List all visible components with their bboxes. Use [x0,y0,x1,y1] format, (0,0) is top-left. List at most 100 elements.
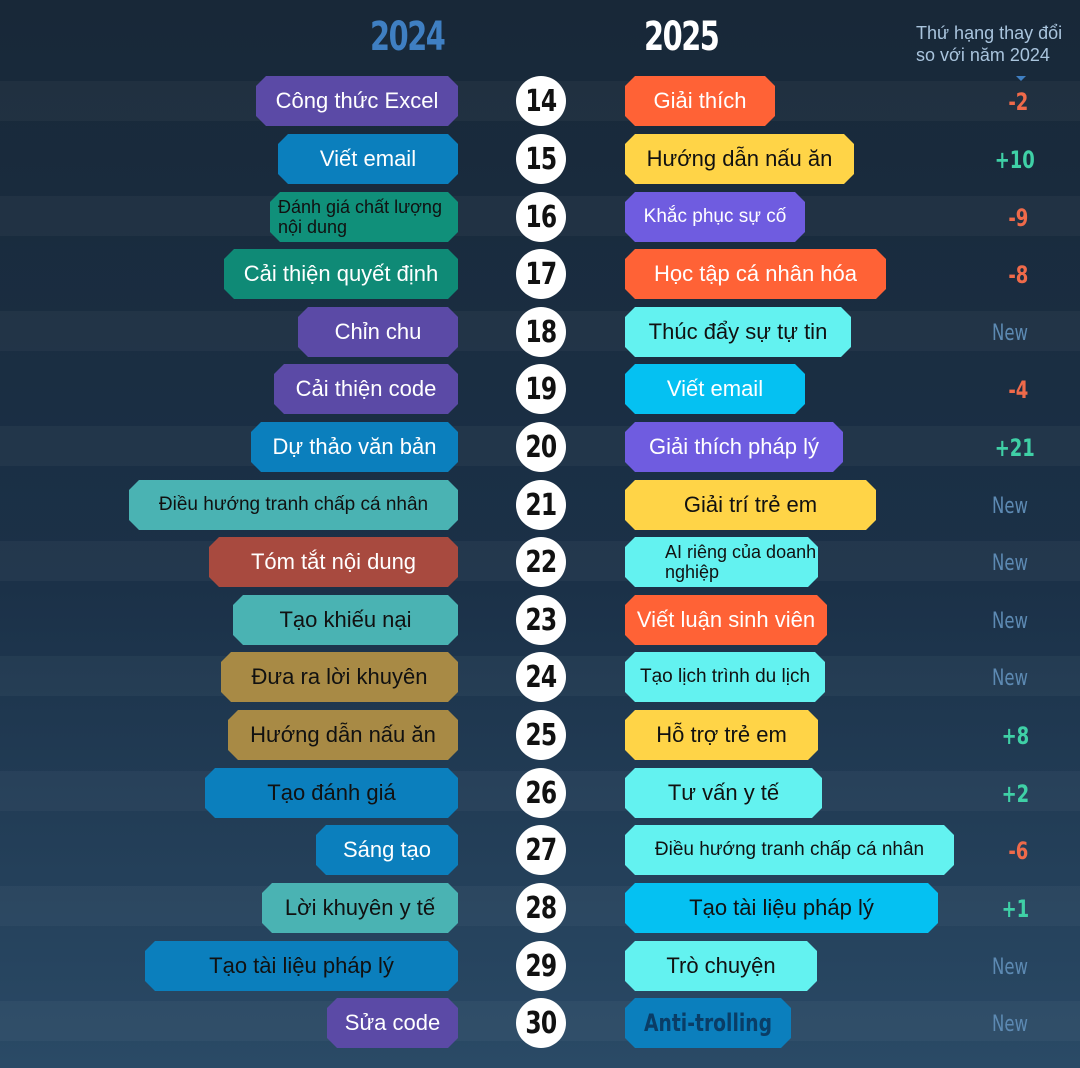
rank-change-value: +1 [1001,895,1029,923]
right-item-17: Học tập cá nhân hóa [625,249,886,299]
rank-number: 30 [525,1005,557,1041]
left-item-17: Cải thiện quyết định [224,249,458,299]
rank-change-value: +8 [1001,722,1029,750]
rank-change-value: +21 [994,434,1036,462]
rank-change-value: New [992,494,1028,519]
right-item-19: Viết email [625,364,805,414]
left-item-30: Sửa code [327,998,458,1048]
header-year-2024: 2024 [370,14,446,60]
rank-badge-17: 17 [516,249,566,299]
right-item-16: Khắc phục sự cố [625,192,805,242]
right-item-27: Điều hướng tranh chấp cá nhân [625,825,954,875]
rank-change-value: -9 [1007,204,1028,232]
left-item-29: Tạo tài liệu pháp lý [145,941,458,991]
header-rank-change: Thứ hạng thay đổi so với năm 2024 [916,22,1080,66]
rank-number: 19 [525,371,557,407]
rank-number: 18 [525,314,557,350]
left-item-18: Chỉn chu [298,307,458,357]
rank-change-value: New [992,609,1028,634]
left-item-28: Lời khuyên y tế [262,883,458,933]
rank-change-value: -4 [1007,376,1028,404]
rank-change-value: -6 [1007,837,1028,865]
rank-change-28: +1 [985,895,1045,923]
left-item-14: Công thức Excel [256,76,458,126]
rank-badge-23: 23 [516,595,566,645]
rank-badge-14: 14 [516,76,566,126]
rank-change-25: +8 [985,722,1045,750]
left-item-19: Cải thiện code [274,364,458,414]
rank-number: 21 [525,487,557,523]
header-year-2025: 2025 [644,14,720,60]
right-item-15: Hướng dẫn nấu ăn [625,134,854,184]
left-item-16: Đánh giá chất lượng nội dung [270,192,458,242]
rank-badge-29: 29 [516,941,566,991]
rank-badge-22: 22 [516,537,566,587]
rank-number: 16 [525,199,557,235]
rank-change-23: New [980,609,1040,634]
rank-badge-26: 26 [516,768,566,818]
rank-change-19: -4 [988,376,1048,404]
rank-change-17: -8 [988,261,1048,289]
header-rank-change-line2: so với năm 2024 [916,45,1050,65]
rank-number: 22 [525,544,557,580]
rank-change-24: New [980,666,1040,691]
rank-change-22: New [980,551,1040,576]
rank-change-16: -9 [988,204,1048,232]
rank-change-29: New [980,955,1040,980]
left-item-26: Tạo đánh giá [205,768,458,818]
rank-number: 14 [525,83,557,119]
rank-change-30: New [980,1012,1040,1037]
left-item-21: Điều hướng tranh chấp cá nhân [129,480,458,530]
rank-number: 23 [525,602,557,638]
right-item-30: Anti-trolling [625,998,791,1048]
right-item-26: Tư vấn y tế [625,768,822,818]
right-item-29: Trò chuyện [625,941,817,991]
rank-badge-19: 19 [516,364,566,414]
rank-number: 29 [525,948,557,984]
rank-change-value: -8 [1007,261,1028,289]
left-item-22: Tóm tắt nội dung [209,537,458,587]
rank-badge-15: 15 [516,134,566,184]
rank-badge-25: 25 [516,710,566,760]
rank-change-20: +21 [985,434,1045,462]
rank-badge-28: 28 [516,883,566,933]
rank-number: 25 [525,717,557,753]
rank-badge-30: 30 [516,998,566,1048]
right-item-14: Giải thích [625,76,775,126]
right-item-21: Giải trí trẻ em [625,480,876,530]
rank-badge-16: 16 [516,192,566,242]
rank-change-value: New [992,1012,1028,1037]
right-item-18: Thúc đẩy sự tự tin [625,307,851,357]
rank-number: 20 [525,429,557,465]
rank-change-value: New [992,551,1028,576]
rank-number: 15 [525,141,557,177]
right-item-28: Tạo tài liệu pháp lý [625,883,938,933]
rank-badge-24: 24 [516,652,566,702]
right-item-20: Giải thích pháp lý [625,422,843,472]
rank-change-value: New [992,955,1028,980]
left-item-20: Dự thảo văn bản [251,422,458,472]
rank-badge-20: 20 [516,422,566,472]
rank-number: 24 [525,659,557,695]
rank-change-value: +2 [1001,780,1029,808]
right-item-23: Viết luận sinh viên [625,595,827,645]
header-rank-change-line1: Thứ hạng thay đổi [916,23,1063,43]
rank-number: 26 [525,775,557,811]
rank-change-15: +10 [985,146,1045,174]
left-item-23: Tạo khiếu nại [233,595,458,645]
rank-number: 28 [525,890,557,926]
rank-change-value: New [992,321,1028,346]
right-item-25: Hỗ trợ trẻ em [625,710,818,760]
rank-badge-18: 18 [516,307,566,357]
triangle-down-icon [1016,76,1026,81]
rank-change-27: -6 [988,837,1048,865]
right-item-24: Tạo lịch trình du lịch [625,652,825,702]
right-item-30-label: Anti-trolling [644,1009,772,1037]
left-item-27: Sáng tạo [316,825,458,875]
rank-number: 17 [525,256,557,292]
right-item-22: AI riêng của doanh nghiệp [625,537,818,587]
rank-change-value: -2 [1007,88,1028,116]
rank-change-21: New [980,494,1040,519]
rank-badge-27: 27 [516,825,566,875]
rank-change-value: New [992,666,1028,691]
